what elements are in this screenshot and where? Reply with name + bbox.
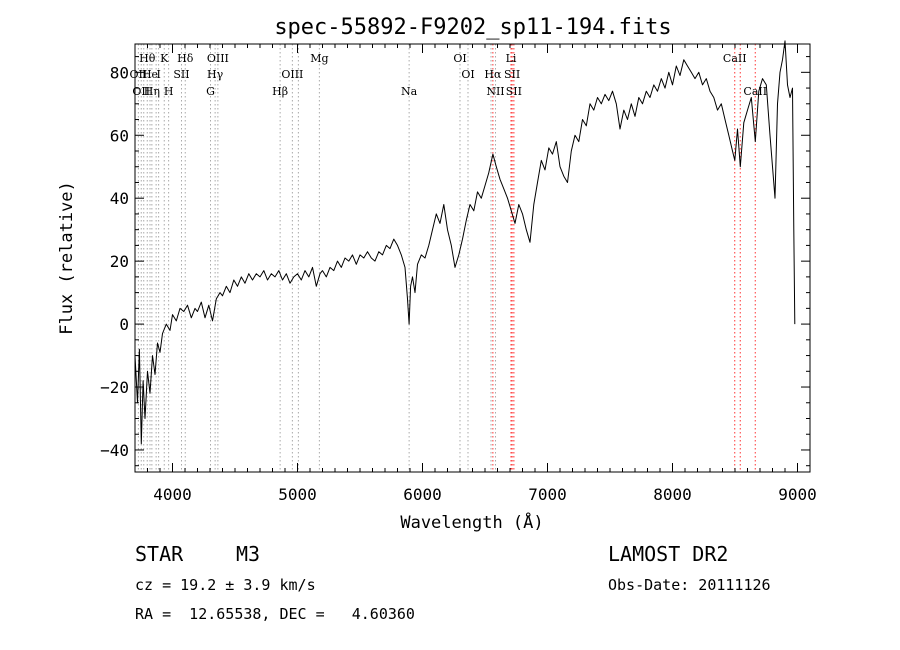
line-label: SII [173, 68, 189, 81]
obs-date-text: Obs-Date: 20111126 [608, 576, 771, 594]
y-tick-label: 0 [119, 315, 129, 334]
x-tick-label: 4000 [153, 485, 192, 504]
line-label: Hδ [177, 52, 194, 65]
line-label: OI [453, 52, 466, 65]
line-label: G [206, 85, 215, 98]
x-axis-ticks: 4000 5000 6000 7000 8000 9000 [134, 44, 817, 504]
redshift-text: cz = 19.2 ± 3.9 km/s [135, 576, 316, 594]
x-tick-label: 5000 [278, 485, 317, 504]
line-label: I [156, 68, 160, 81]
line-label: OIII [207, 52, 229, 65]
x-axis-label: Wavelength (Å) [400, 511, 543, 533]
object-class: STAR [135, 542, 184, 566]
line-label: Hα [484, 68, 502, 81]
line-label: CaII [723, 52, 747, 65]
x-tick-label: 8000 [653, 485, 692, 504]
y-axis-label: Flux (relative) [57, 181, 77, 335]
y-tick-label: 20 [110, 252, 129, 271]
line-label: Hη [144, 85, 160, 98]
y-tick-label: −20 [100, 378, 129, 397]
line-label: OI [461, 68, 474, 81]
survey-name: LAMOST DR2 [608, 542, 729, 566]
line-label: OII [130, 68, 148, 81]
line-label: NII [486, 85, 504, 98]
x-tick-label: 6000 [403, 485, 442, 504]
line-label: H [164, 85, 174, 98]
y-tick-label: 40 [110, 189, 129, 208]
x-tick-label: 7000 [528, 485, 567, 504]
x-tick-label: 9000 [778, 485, 817, 504]
line-label: Mg [310, 52, 328, 65]
line-label: Li [506, 52, 517, 65]
line-label: OIII [281, 68, 303, 81]
line-label: K [160, 52, 169, 65]
y-axis-ticks: −40 −20 0 20 40 60 80 [100, 56, 810, 467]
y-tick-label: 80 [110, 63, 129, 82]
line-label: SII [506, 85, 522, 98]
spectrum-series [134, 40, 796, 445]
chart-title: spec-55892-F9202_sp11-194.fits [274, 15, 671, 40]
line-label: Hβ [272, 85, 288, 98]
spectral-line-markers [137, 44, 756, 472]
line-label: CaII [743, 85, 767, 98]
line-label: Hθ [139, 52, 156, 65]
coordinates-text: RA = 12.65538, DEC = 4.60360 [135, 605, 415, 623]
line-label: SII [504, 68, 520, 81]
object-subclass: M3 [236, 542, 261, 566]
plot-frame [134, 43, 811, 473]
spectrum-line [134, 40, 796, 445]
line-label: Hγ [207, 68, 224, 81]
line-label: He [142, 68, 158, 81]
y-tick-label: −40 [100, 441, 129, 460]
line-label: Na [401, 85, 418, 98]
y-tick-label: 60 [110, 126, 129, 145]
